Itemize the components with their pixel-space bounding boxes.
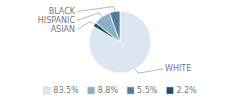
leader-line [135,69,163,73]
legend-item: 83.5% [43,86,79,95]
legend-label: 83.5% [53,86,79,95]
slice-label: BLACK [49,7,76,16]
slice-label: ASIAN [51,25,75,34]
legend: 83.5% 8.8% 5.5% 2.2% [43,86,197,95]
leader-line [77,13,102,21]
legend-label: 8.8% [98,86,119,95]
legend-swatch [43,87,50,94]
slice-label: WHITE [165,64,191,73]
leader-line [77,22,94,30]
legend-label: 2.2% [176,86,197,95]
slice-labels: BLACKHISPANICASIAN WHITE [38,7,191,74]
pie-slice [109,11,120,42]
leader-line [77,7,115,12]
legend-swatch [127,87,134,94]
legend-item: 8.8% [88,86,119,95]
slices [89,11,151,73]
legend-item: 5.5% [127,86,158,95]
chart: BLACKHISPANICASIAN WHITE 83.5% 8.8% 5.5% 2.2% [0,0,240,100]
pie-slice [89,11,151,73]
legend-label: 5.5% [137,86,158,95]
legend-item: 2.2% [166,86,197,95]
legend-swatch [88,87,95,94]
slice-label: HISPANIC [38,16,76,25]
legend-swatch [166,87,173,94]
